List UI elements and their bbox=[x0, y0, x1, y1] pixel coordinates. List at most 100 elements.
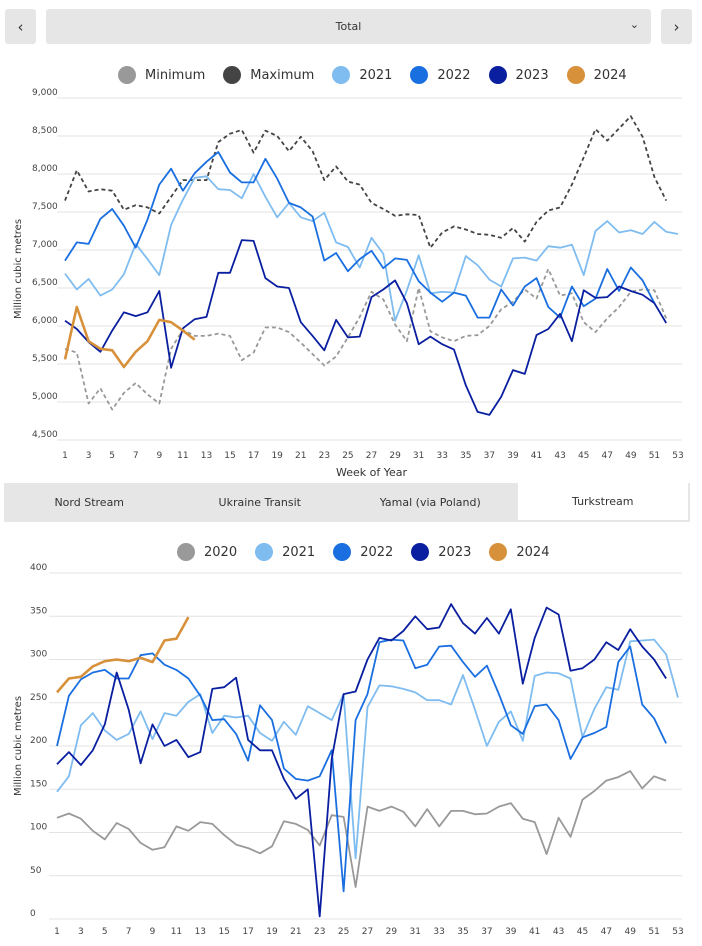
x-tick-label: 27 bbox=[366, 451, 377, 461]
x-tick-label: 7 bbox=[133, 451, 139, 461]
y-tick-label: 6,500 bbox=[32, 278, 58, 288]
series-line-2024 bbox=[63, 305, 196, 369]
x-tick-label: 17 bbox=[242, 927, 253, 937]
x-tick-label: 31 bbox=[413, 451, 424, 461]
x-tick-label: 1 bbox=[54, 927, 60, 937]
y-axis-title: Million cubic metres bbox=[13, 696, 24, 796]
x-tick-label: 23 bbox=[319, 451, 330, 461]
y-tick-label: 150 bbox=[30, 779, 47, 789]
x-tick-label: 41 bbox=[529, 927, 540, 937]
legend-label: Minimum bbox=[145, 67, 206, 83]
x-tick-label: 49 bbox=[625, 927, 637, 937]
y-tick-label: 8,500 bbox=[32, 126, 58, 136]
x-tick-label: 35 bbox=[460, 451, 471, 461]
y-axis-title: Million cubic metres bbox=[13, 219, 24, 319]
x-tick-label: 17 bbox=[248, 451, 259, 461]
view-selector-dropdown[interactable]: Total ⌄ bbox=[46, 9, 651, 44]
legend-swatch-icon bbox=[489, 543, 508, 561]
legend-item-maximum[interactable]: Maximum bbox=[223, 66, 314, 84]
legend-label: 2024 bbox=[516, 544, 550, 560]
x-tick-label: 51 bbox=[649, 451, 660, 461]
series-line-2021 bbox=[64, 173, 679, 322]
x-tick-label: 39 bbox=[507, 451, 519, 461]
legend-item-2022[interactable]: 2022 bbox=[410, 66, 471, 84]
x-tick-label: 23 bbox=[314, 927, 325, 937]
x-tick-label: 47 bbox=[601, 927, 612, 937]
x-tick-label: 45 bbox=[578, 451, 589, 461]
legend-item-2024[interactable]: 2024 bbox=[566, 66, 627, 84]
x-tick-label: 5 bbox=[102, 927, 108, 937]
legend-label: 2022 bbox=[360, 544, 394, 560]
x-tick-label: 3 bbox=[86, 451, 92, 461]
total-flow-chart: 4,500 5,000 5,500 6,000 6,500 7,000 7,500 8,000… bbox=[13, 88, 684, 479]
x-tick-label: 51 bbox=[648, 927, 659, 937]
y-tick-label: 300 bbox=[30, 650, 47, 660]
x-tick-label: 19 bbox=[266, 927, 278, 937]
series-line-maximum bbox=[64, 115, 668, 249]
x-tick-label: 15 bbox=[218, 927, 229, 937]
x-tick-label: 49 bbox=[625, 451, 637, 461]
legend-swatch-icon bbox=[333, 543, 352, 561]
tab-yamal[interactable]: Yamal (via Poland) bbox=[379, 496, 481, 509]
x-tick-label: 9 bbox=[156, 451, 162, 461]
y-tick-label: 9,000 bbox=[32, 88, 58, 98]
x-tick-label: 37 bbox=[481, 927, 492, 937]
x-tick-label: 27 bbox=[362, 927, 373, 937]
legend-label: 2022 bbox=[437, 67, 471, 83]
x-tick-label: 43 bbox=[553, 927, 564, 937]
legend-label: 2020 bbox=[204, 544, 238, 560]
y-tick-label: 250 bbox=[30, 693, 47, 703]
x-tick-label: 11 bbox=[177, 451, 188, 461]
x-tick-label: 19 bbox=[271, 451, 283, 461]
x-tick-label: 25 bbox=[338, 927, 349, 937]
chevron-down-icon: ⌄ bbox=[629, 18, 639, 31]
previous-button[interactable]: ‹ bbox=[5, 9, 36, 44]
x-tick-label: 29 bbox=[386, 927, 398, 937]
chevron-left-icon: ‹ bbox=[17, 17, 24, 36]
legend-swatch-icon bbox=[488, 66, 507, 84]
tab-ukraine-transit[interactable]: Ukraine Transit bbox=[218, 496, 301, 509]
chart-legend-total: Minimum Maximum 2021 2022 2023 2024 bbox=[118, 66, 645, 84]
legend-label: 2023 bbox=[438, 544, 472, 560]
x-tick-label: 13 bbox=[201, 451, 212, 461]
legend-item-2021[interactable]: 2021 bbox=[332, 66, 392, 84]
series-line-2021 bbox=[56, 638, 679, 860]
legend-item-2023[interactable]: 2023 bbox=[411, 543, 471, 561]
legend-item-2023[interactable]: 2023 bbox=[488, 66, 549, 84]
y-tick-label: 6,000 bbox=[32, 316, 58, 326]
legend-item-minimum[interactable]: Minimum bbox=[118, 66, 205, 84]
chevron-right-icon: › bbox=[673, 17, 680, 36]
legend-item-2024[interactable]: 2024 bbox=[489, 543, 549, 561]
legend-swatch-icon bbox=[410, 66, 429, 84]
y-tick-label: 200 bbox=[30, 736, 47, 746]
legend-label: 2021 bbox=[282, 544, 316, 560]
legend-swatch-icon bbox=[118, 66, 136, 84]
tab-turkstream[interactable]: Turkstream bbox=[515, 483, 690, 522]
legend-item-2020[interactable]: 2020 bbox=[177, 543, 237, 561]
tab-nord-stream[interactable]: Nord Stream bbox=[54, 496, 125, 509]
route-tabs: Nord Stream Ukraine Transit Yamal (via P… bbox=[4, 483, 690, 522]
legend-item-2021[interactable]: 2021 bbox=[255, 543, 315, 561]
series-line-2022 bbox=[64, 151, 656, 319]
legend-swatch-icon bbox=[566, 66, 585, 84]
x-tick-label: 53 bbox=[672, 927, 683, 937]
series-line-minimum bbox=[64, 268, 668, 411]
legend-item-2022[interactable]: 2022 bbox=[333, 543, 393, 561]
legend-swatch-icon bbox=[332, 66, 351, 84]
x-tick-label: 15 bbox=[224, 451, 235, 461]
x-axis-title: Week of Year bbox=[336, 466, 407, 479]
y-tick-label: 7,000 bbox=[32, 240, 58, 250]
y-tick-label: 50 bbox=[30, 866, 42, 876]
chart-legend-turkstream: 2020 2021 2022 2023 2024 bbox=[177, 543, 567, 561]
next-button[interactable]: › bbox=[661, 9, 692, 44]
legend-swatch-icon bbox=[255, 543, 274, 561]
x-tick-label: 13 bbox=[195, 927, 206, 937]
x-tick-label: 29 bbox=[389, 451, 401, 461]
legend-label: 2023 bbox=[515, 67, 549, 83]
view-selector-value: Total bbox=[335, 20, 362, 33]
x-tick-label: 37 bbox=[484, 451, 495, 461]
x-tick-label: 53 bbox=[672, 451, 683, 461]
x-tick-label: 35 bbox=[457, 927, 468, 937]
y-tick-label: 7,500 bbox=[32, 202, 58, 212]
